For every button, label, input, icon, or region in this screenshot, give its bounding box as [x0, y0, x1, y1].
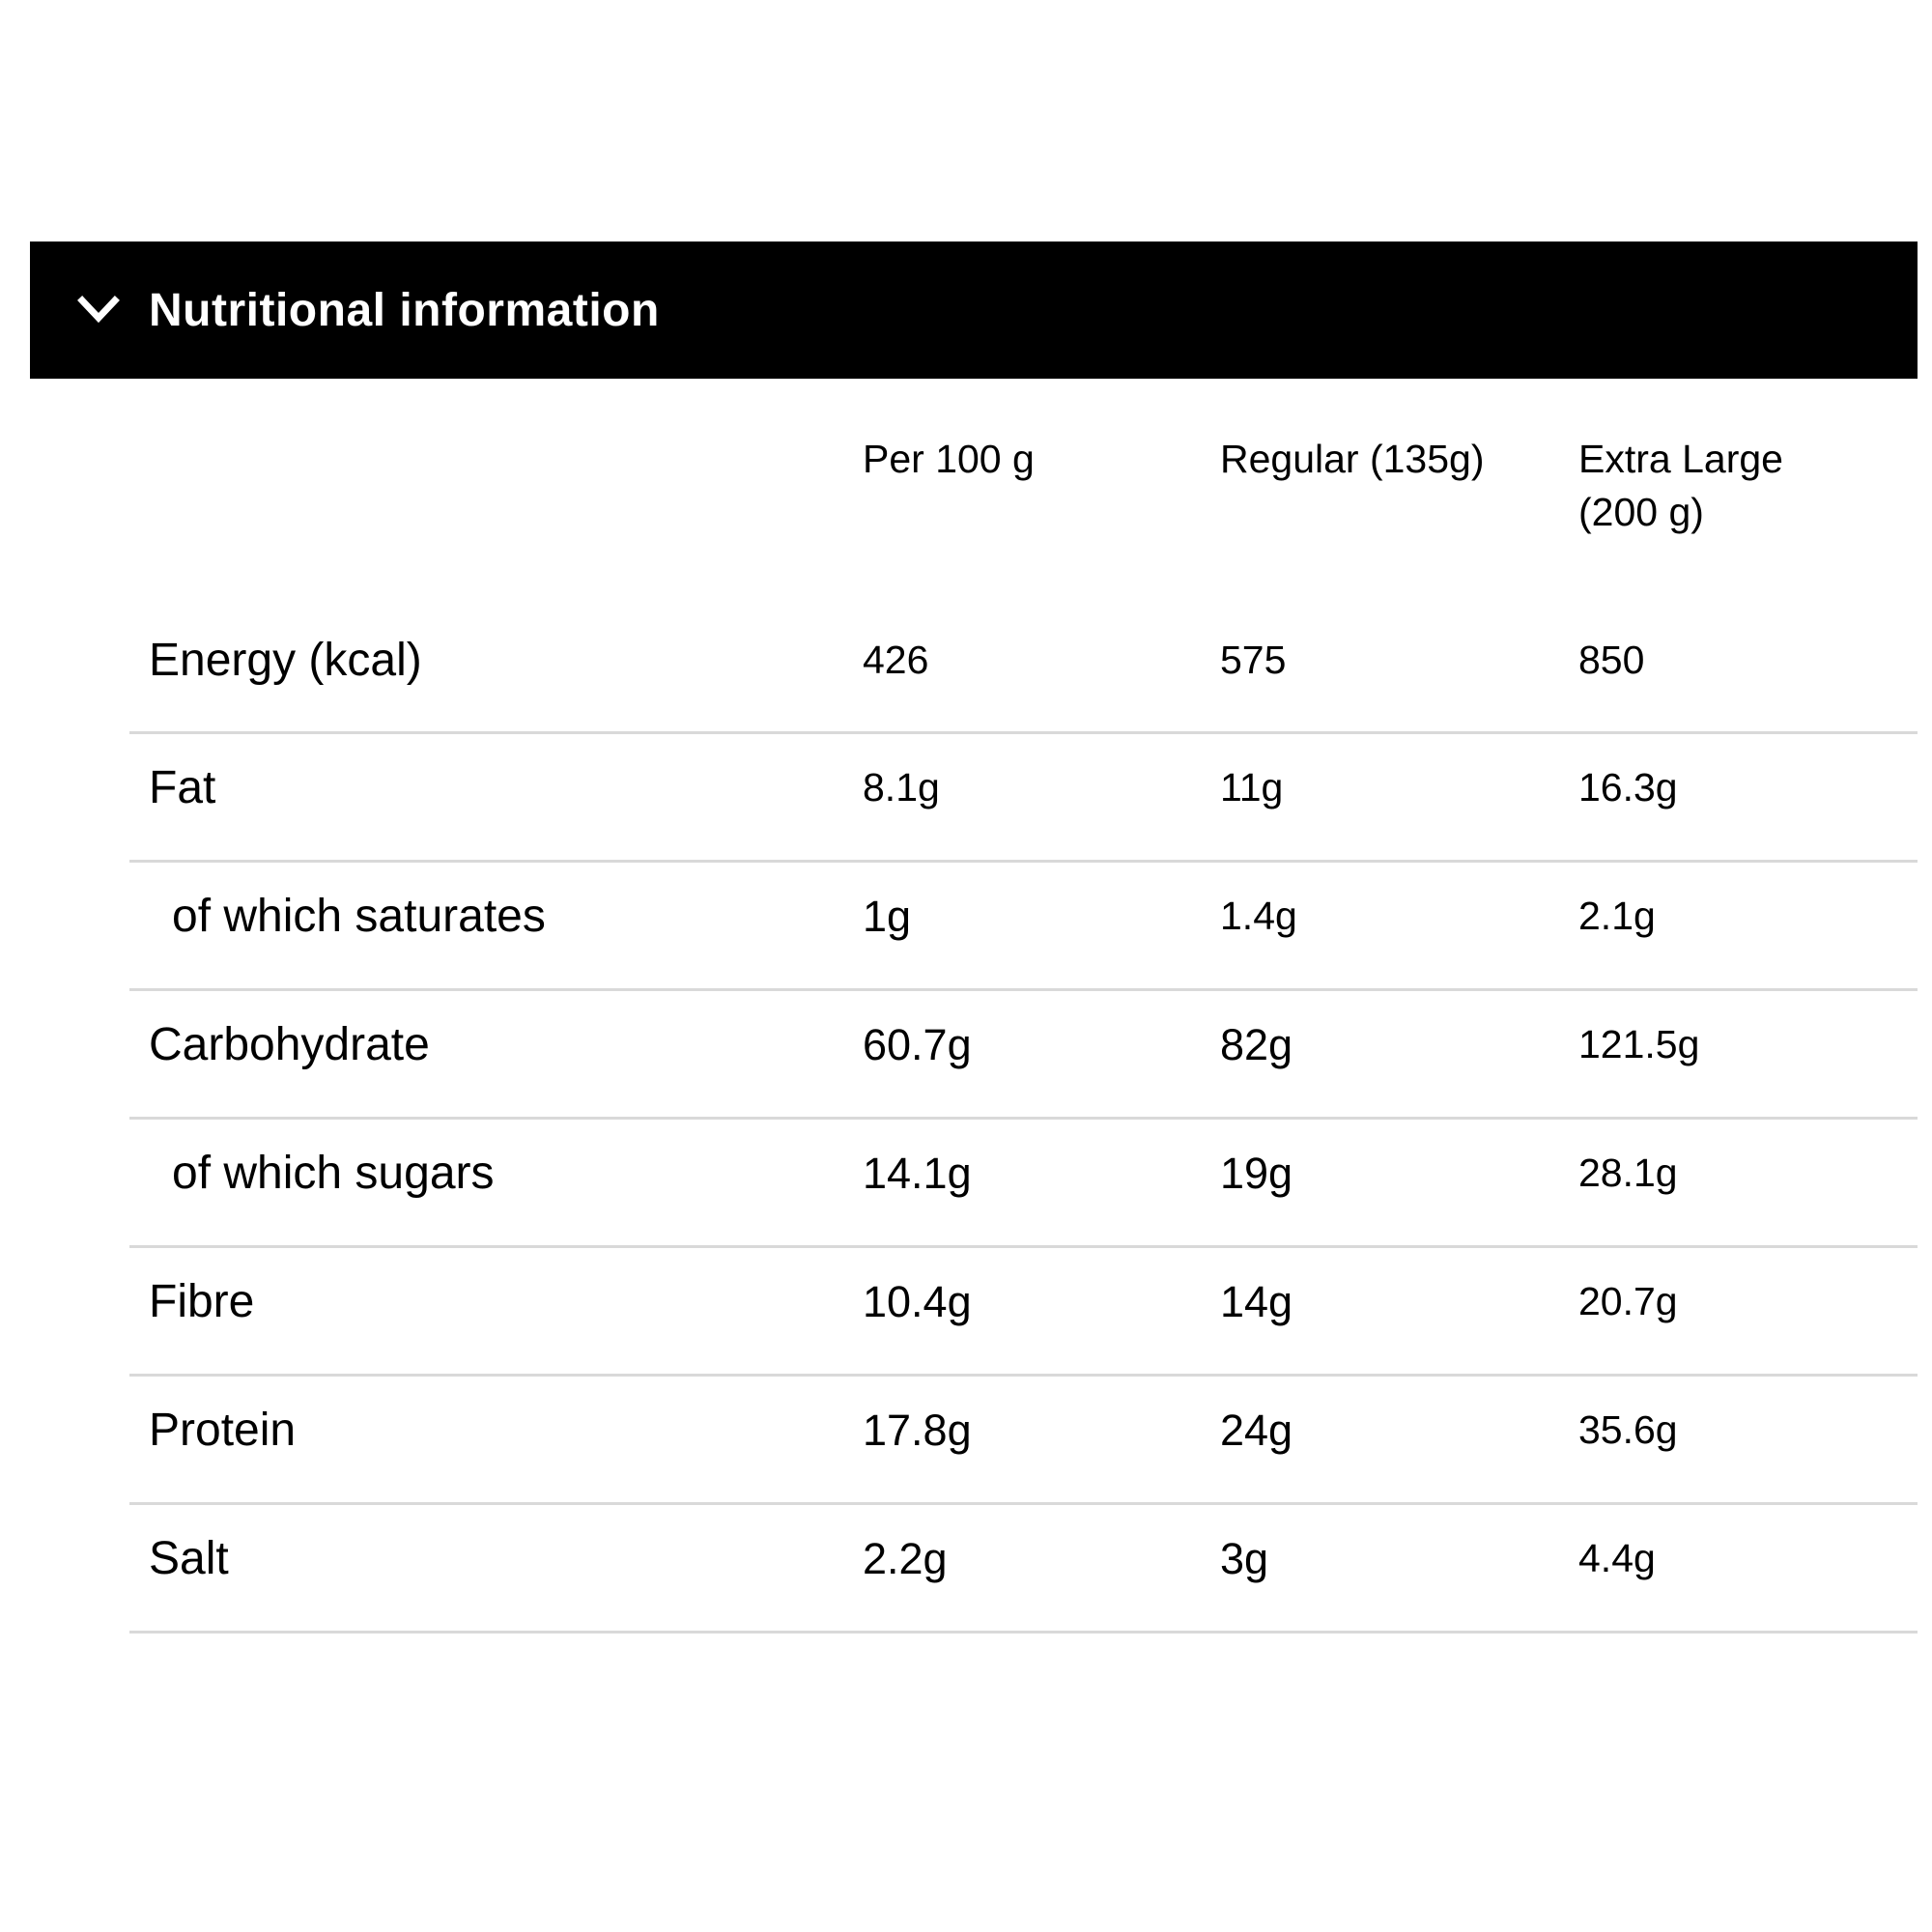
row-label: Fibre: [149, 1276, 255, 1327]
value-regular: 14g: [1220, 1277, 1293, 1326]
value-per-100g: 1g: [863, 892, 912, 941]
accordion-header[interactable]: Nutritional information: [30, 242, 1918, 379]
value-per-100g: 8.1g: [863, 765, 940, 810]
row-label: of which saturates: [172, 891, 546, 942]
nutrition-accordion: Nutritional information: [30, 242, 1918, 379]
row-label: Fat: [149, 762, 216, 813]
table-row: of which saturates 1g 1.4g 2.1g: [129, 863, 1918, 991]
value-per-100g: 426: [863, 638, 929, 682]
value-extra-large: 2.1g: [1578, 894, 1656, 938]
value-regular: 82g: [1220, 1020, 1293, 1069]
column-header-row: Per 100 g Regular (135g) Extra Large (20…: [129, 379, 1918, 593]
row-label: of which sugars: [172, 1148, 495, 1199]
value-extra-large: 4.4g: [1578, 1536, 1656, 1580]
value-per-100g: 17.8g: [863, 1406, 972, 1455]
row-label: Protein: [149, 1405, 297, 1456]
value-extra-large: 20.7g: [1578, 1279, 1678, 1323]
value-extra-large: 121.5g: [1578, 1022, 1700, 1066]
table-row: Salt 2.2g 3g 4.4g: [129, 1505, 1918, 1634]
column-header-regular: Regular (135g): [1220, 437, 1485, 481]
value-regular: 1.4g: [1220, 894, 1297, 938]
nutrition-table: Per 100 g Regular (135g) Extra Large (20…: [129, 379, 1918, 1634]
column-header-extra-large: Extra Large (200 g): [1578, 437, 1783, 534]
column-header-per-100g: Per 100 g: [863, 437, 1035, 481]
value-regular: 19g: [1220, 1149, 1293, 1198]
value-per-100g: 14.1g: [863, 1149, 972, 1198]
table-row: Fibre 10.4g 14g 20.7g: [129, 1248, 1918, 1377]
chevron-down-icon: [73, 285, 124, 335]
value-regular: 11g: [1220, 765, 1284, 810]
value-regular: 24g: [1220, 1406, 1293, 1455]
table-row: of which sugars 14.1g 19g 28.1g: [129, 1120, 1918, 1248]
value-extra-large: 28.1g: [1578, 1151, 1678, 1195]
table-row: Energy (kcal) 426 575 850: [129, 593, 1918, 734]
section-title: Nutritional information: [149, 284, 660, 336]
table-row: Carbohydrate 60.7g 82g 121.5g: [129, 991, 1918, 1120]
table-row: Protein 17.8g 24g 35.6g: [129, 1377, 1918, 1505]
value-extra-large: 850: [1578, 638, 1645, 682]
value-per-100g: 60.7g: [863, 1020, 972, 1069]
value-per-100g: 10.4g: [863, 1277, 972, 1326]
value-extra-large: 16.3g: [1578, 765, 1678, 810]
value-extra-large: 35.6g: [1578, 1407, 1678, 1452]
row-label: Energy (kcal): [149, 635, 422, 686]
row-label: Carbohydrate: [149, 1019, 430, 1070]
table-row: Fat 8.1g 11g 16.3g: [129, 734, 1918, 863]
value-regular: 575: [1220, 638, 1287, 682]
value-regular: 3g: [1220, 1534, 1269, 1583]
row-label: Salt: [149, 1533, 229, 1584]
value-per-100g: 2.2g: [863, 1534, 948, 1583]
